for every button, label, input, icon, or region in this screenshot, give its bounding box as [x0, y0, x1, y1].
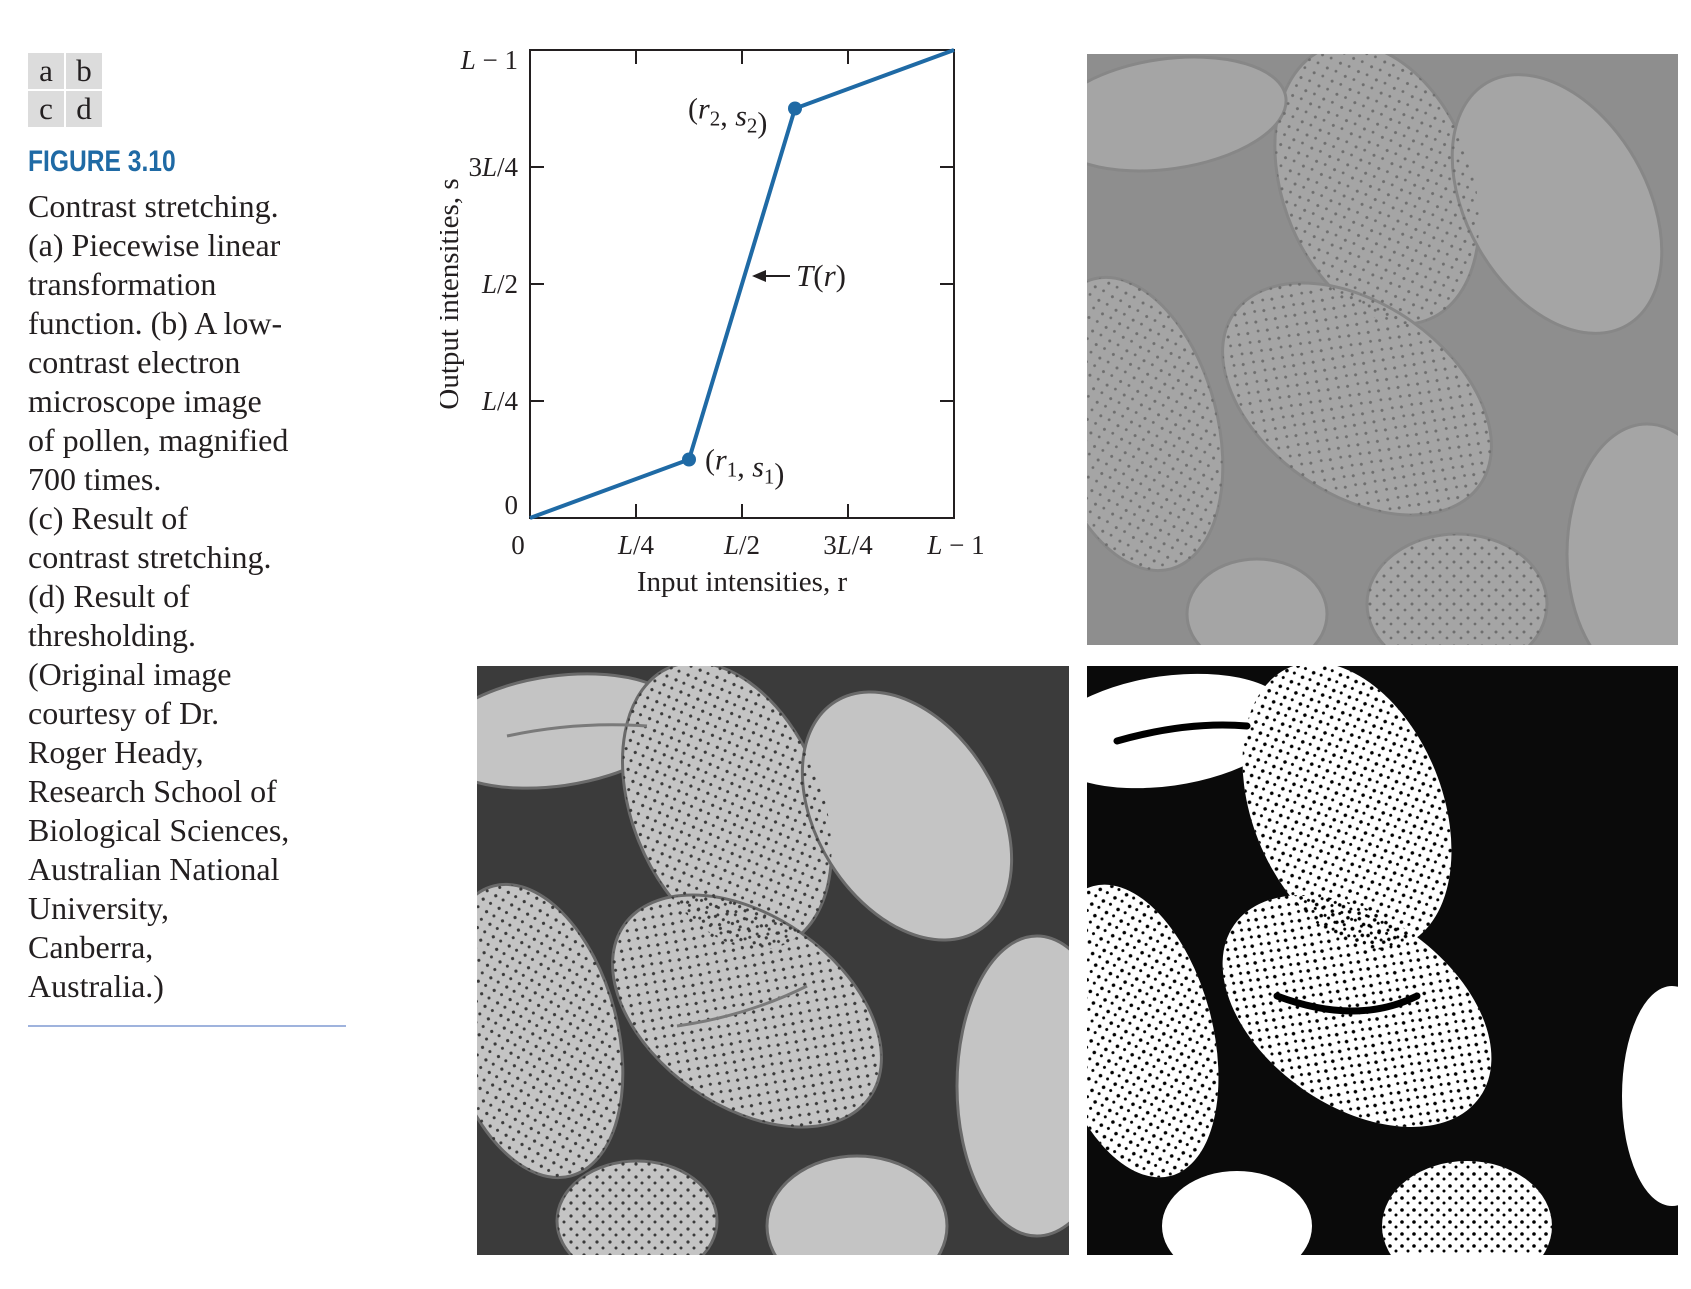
- control-point-1: [682, 452, 696, 467]
- y-tick-label: L − 1: [460, 45, 518, 75]
- caption-line: microscope image: [28, 383, 262, 419]
- caption-line: Research School of: [28, 773, 277, 809]
- x-axis-label: Input intensities, r: [637, 566, 848, 598]
- curve-annotation: T(r): [796, 258, 846, 293]
- contrast-stretched-image: [477, 666, 1069, 1255]
- y-tick-label: 3L/4: [468, 152, 518, 182]
- caption-divider: [28, 1025, 346, 1027]
- caption-line: Australian National: [28, 851, 280, 887]
- y-tick-label: 0: [505, 490, 519, 520]
- caption-line: 700 times.: [28, 461, 162, 497]
- figure-label: FIGURE 3.10: [28, 145, 176, 178]
- caption-line: of pollen, magnified: [28, 422, 289, 458]
- thresholded-image: [1087, 666, 1678, 1255]
- x-tick-label: 3L/4: [823, 530, 873, 560]
- panel-key-c: c: [28, 91, 64, 127]
- y-tick-label: L/2: [481, 269, 518, 299]
- panel-key-b: b: [66, 53, 102, 89]
- caption-line: function. (b) A low-: [28, 305, 283, 341]
- caption-line: (a) Piecewise linear: [28, 227, 281, 263]
- y-axis-label: Output intensities, s: [440, 178, 465, 409]
- transformation-curve: [529, 48, 955, 520]
- caption-line: thresholding.: [28, 617, 196, 653]
- caption-line: transformation: [28, 266, 217, 302]
- panel-key-a: a: [28, 53, 64, 89]
- control-point-label-1: (r1, s1): [705, 444, 784, 491]
- chart-svg: 0 0 L/4 L/4 L/2 L/2 3L/4 3L/4 L − 1 L − 1 Input in…: [440, 45, 985, 598]
- transformation-chart: 0 0 L/4 L/4 L/2 L/2 3L/4 3L/4 L − 1 L − 1 Input in…: [440, 40, 1100, 670]
- pollen-image-d: [1087, 666, 1678, 1255]
- pollen-image-b: [1087, 54, 1678, 645]
- caption-line: contrast stretching.: [28, 539, 272, 575]
- caption-line: courtesy of Dr.: [28, 695, 220, 731]
- x-tick-label: L − 1: [926, 530, 984, 560]
- control-point-label-2: (r2, s2): [688, 93, 767, 140]
- caption-line: (c) Result of: [28, 500, 188, 536]
- y-tick-label: L/4: [481, 386, 519, 416]
- caption-line: Biological Sciences,: [28, 812, 290, 848]
- low-contrast-image: [1087, 54, 1678, 645]
- caption-line: Roger Heady,: [28, 734, 204, 770]
- caption-line: contrast electron: [28, 344, 241, 380]
- annotation-arrowhead: [752, 270, 766, 282]
- caption-line: Canberra,: [28, 929, 154, 965]
- pollen-image-c: [477, 666, 1069, 1255]
- caption-line: Australia.): [28, 968, 164, 1004]
- caption-line: Contrast stretching.: [28, 188, 279, 224]
- panel-key-d: d: [66, 91, 102, 127]
- x-tick-label: 0: [511, 530, 525, 560]
- caption-line: (d) Result of: [28, 578, 190, 614]
- panel-key: a b c d: [28, 53, 102, 127]
- x-tick-label: L/4: [617, 530, 655, 560]
- caption-line: University,: [28, 890, 170, 926]
- control-point-2: [788, 101, 802, 116]
- caption-line: (Original image: [28, 656, 232, 692]
- figure-caption: Contrast stretching. (a) Piecewise linear…: [28, 187, 348, 1006]
- x-tick-label: L/2: [723, 530, 760, 560]
